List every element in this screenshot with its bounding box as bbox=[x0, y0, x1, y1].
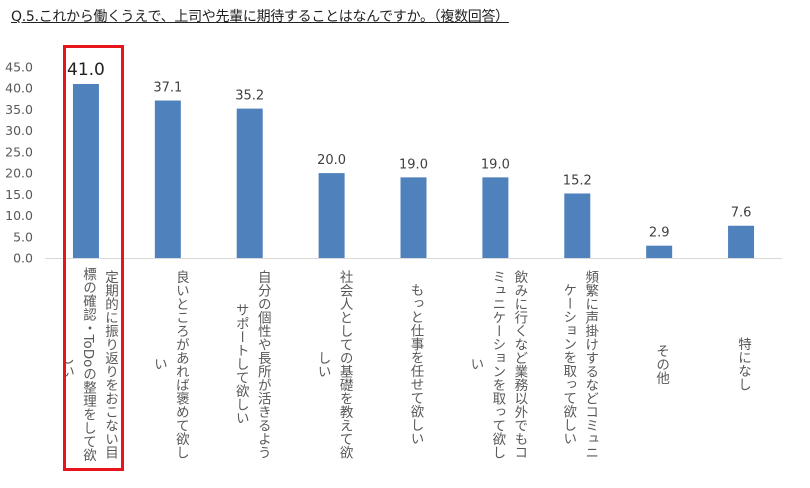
data-label: 41.0 bbox=[67, 60, 105, 80]
data-label: 19.0 bbox=[399, 157, 428, 172]
bar bbox=[564, 193, 591, 258]
data-label: 19.0 bbox=[481, 157, 510, 172]
data-label: 20.0 bbox=[317, 153, 346, 168]
y-tick-label: 0.0 bbox=[13, 251, 33, 266]
x-tick-label: もっと仕事を任せて欲しい bbox=[407, 283, 424, 445]
chart-title: Q.5.これから働くうえで、上司や先輩に期待することはなんですか。（複数回答） bbox=[11, 9, 509, 25]
y-tick-label: 20.0 bbox=[5, 166, 33, 181]
bar bbox=[400, 177, 427, 258]
bar bbox=[72, 83, 99, 258]
y-tick-label: 10.0 bbox=[5, 208, 33, 223]
y-tick-label: 5.0 bbox=[13, 229, 33, 244]
x-tick-label: 定期的に振り返りをおこない目 標の確認・ToDoの整理をして欲 しい bbox=[57, 266, 118, 462]
data-label: 15.2 bbox=[563, 173, 592, 188]
data-label: 2.9 bbox=[649, 226, 670, 241]
y-tick-label: 15.0 bbox=[5, 187, 33, 202]
bar bbox=[154, 100, 181, 258]
bar bbox=[728, 225, 755, 258]
data-label: 35.2 bbox=[235, 89, 264, 104]
x-tick-label: 社会人としての基礎を教えて欲 しい bbox=[314, 269, 353, 459]
bar bbox=[236, 108, 263, 259]
x-tick-label: 自分の個性や長所が活きるよう サポートして欲しい bbox=[232, 269, 271, 459]
highlight-box bbox=[63, 45, 124, 471]
x-tick-label: 飲みに行くなど業務以外でもコ ミュニケーションを取って欲しい bbox=[467, 269, 528, 459]
bar bbox=[646, 245, 673, 258]
data-label: 37.1 bbox=[153, 81, 182, 96]
x-tick-label: 頻繁に声掛けするなどコミュニ ケーションを取って欲しい bbox=[560, 269, 599, 459]
x-tick-label: その他 bbox=[653, 343, 670, 385]
y-tick-label: 30.0 bbox=[5, 123, 33, 138]
y-tick-label: 35.0 bbox=[5, 102, 33, 117]
y-tick-label: 45.0 bbox=[5, 60, 33, 75]
bar bbox=[482, 177, 509, 258]
bar bbox=[318, 173, 345, 258]
x-tick-label: 特になし bbox=[735, 337, 752, 391]
y-tick-label: 25.0 bbox=[5, 144, 33, 159]
x-tick-label: 良いところがあれば褒めて欲しい bbox=[150, 269, 189, 459]
data-label: 7.6 bbox=[731, 206, 752, 221]
y-tick-label: 40.0 bbox=[5, 81, 33, 96]
